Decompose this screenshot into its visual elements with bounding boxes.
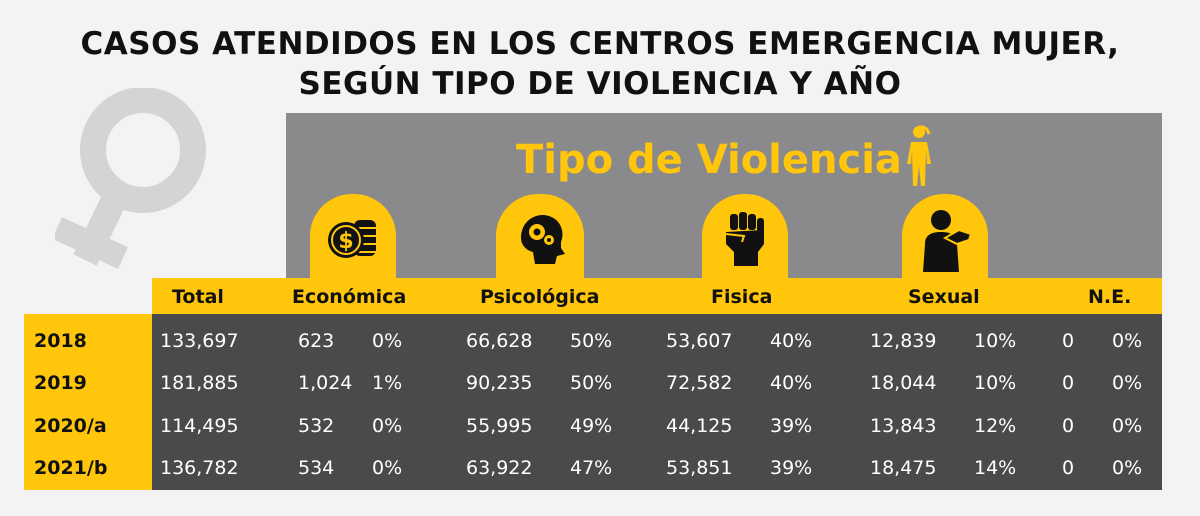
cell-fisica: 53,607 [666,327,732,355]
cell-sexual-pct: 10% [974,327,1016,355]
cell-ne-pct: 0% [1112,412,1142,440]
cell-psicologica: 66,628 [466,327,532,355]
row-year: 2021/b [34,454,107,482]
venus-symbol-icon [55,88,235,288]
tab-psicologica [496,194,584,284]
head-gears-icon [511,208,569,264]
header-sexual: Sexual [908,283,980,311]
row-year: 2018 [34,327,87,355]
cell-ne-pct: 0% [1112,369,1142,397]
coins-icon: $ [324,208,382,262]
cell-psicologica-pct: 50% [570,327,612,355]
svg-text:$: $ [338,229,353,254]
tab-economica: $ [310,194,396,284]
cell-sexual: 12,839 [870,327,936,355]
cell-economica-pct: 0% [372,412,402,440]
cell-total: 133,697 [160,327,239,355]
row-year: 2020/a [34,412,107,440]
cell-fisica-pct: 40% [770,369,812,397]
row-year: 2019 [34,369,87,397]
cell-psicologica-pct: 50% [570,369,612,397]
cell-sexual: 18,044 [870,369,936,397]
cell-psicologica-pct: 49% [570,412,612,440]
abused-person-icon [915,208,975,272]
cell-economica-pct: 0% [372,327,402,355]
cell-sexual-pct: 14% [974,454,1016,482]
cell-ne-pct: 0% [1112,454,1142,482]
cell-economica-pct: 0% [372,454,402,482]
cell-ne-pct: 0% [1112,327,1142,355]
cell-economica-pct: 1% [372,369,402,397]
header-fisica: Fisica [711,283,772,311]
cell-fisica-pct: 40% [770,327,812,355]
cell-economica: 623 [298,327,334,355]
cell-psicologica: 63,922 [466,454,532,482]
cell-psicologica-pct: 47% [570,454,612,482]
cell-ne: 0 [1062,412,1074,440]
tab-sexual [902,194,988,284]
header-psicologica: Psicológica [480,283,600,311]
header-total: Total [172,283,224,311]
cell-fisica-pct: 39% [770,454,812,482]
cell-total: 181,885 [160,369,239,397]
cell-sexual: 13,843 [870,412,936,440]
title-line-1: CASOS ATENDIDOS EN LOS CENTROS EMERGENCI… [0,24,1200,64]
panel-title: Tipo de Violencia [516,132,902,188]
cell-ne: 0 [1062,327,1074,355]
header-economica: Económica [292,283,406,311]
header-ne: N.E. [1088,283,1131,311]
cell-total: 114,495 [160,412,239,440]
cell-sexual-pct: 12% [974,412,1016,440]
cell-psicologica: 90,235 [466,369,532,397]
cell-economica: 534 [298,454,334,482]
cell-psicologica: 55,995 [466,412,532,440]
tab-fisica [702,194,788,284]
cell-fisica: 44,125 [666,412,732,440]
cell-economica: 1,024 [298,369,352,397]
cell-fisica: 72,582 [666,369,732,397]
cell-economica: 532 [298,412,334,440]
woman-icon [905,124,933,188]
cell-fisica: 53,851 [666,454,732,482]
cell-ne: 0 [1062,454,1074,482]
cell-total: 136,782 [160,454,239,482]
cell-ne: 0 [1062,369,1074,397]
cell-sexual: 18,475 [870,454,936,482]
cell-fisica-pct: 39% [770,412,812,440]
fist-icon [720,208,770,266]
cell-sexual-pct: 10% [974,369,1016,397]
